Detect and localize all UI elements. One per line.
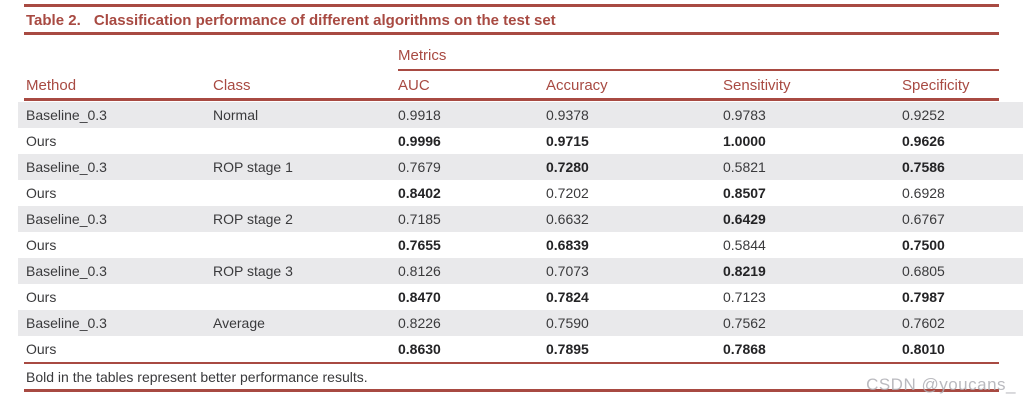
class-cell: Normal [213, 107, 259, 123]
header-underline-rule [24, 98, 999, 101]
accuracy-value-cell: 0.7895 [546, 341, 589, 357]
sensitivity-value-cell: 1.0000 [723, 133, 766, 149]
specificity-value-cell: 0.6928 [902, 185, 945, 201]
column-header-method: Method [26, 77, 77, 94]
auc-value-cell: 0.7185 [398, 211, 441, 227]
method-cell: Baseline_0.3 [26, 211, 107, 227]
class-cell [213, 284, 398, 310]
auc-value-cell: 0.7655 [398, 237, 441, 253]
table-footnote: Bold in the tables represent better perf… [26, 369, 368, 385]
auc-value-cell: 0.8630 [398, 341, 441, 357]
class-cell: ROP stage 3 [213, 263, 293, 279]
metrics-group-header: Metrics [398, 47, 447, 64]
accuracy-value-cell: 0.7073 [546, 263, 589, 279]
table-row: Ours 0.8402 0.7202 0.8507 0.6928 [18, 180, 1023, 206]
specificity-value-cell: 0.9626 [902, 133, 945, 149]
table-title-text: Classification performance of different … [93, 12, 556, 29]
sensitivity-value-cell: 0.8219 [723, 263, 766, 279]
column-header-sensitivity: Sensitivity [723, 77, 791, 94]
sensitivity-value-cell: 0.7562 [723, 315, 766, 331]
auc-value-cell: 0.7679 [398, 159, 441, 175]
auc-value-cell: 0.9918 [398, 107, 441, 123]
sensitivity-value-cell: 0.8507 [723, 185, 766, 201]
class-cell: ROP stage 1 [213, 159, 293, 175]
specificity-value-cell: 0.7987 [902, 289, 945, 305]
sensitivity-value-cell: 0.6429 [723, 211, 766, 227]
auc-value-cell: 0.8470 [398, 289, 441, 305]
method-cell: Baseline_0.3 [26, 263, 107, 279]
sensitivity-value-cell: 0.7868 [723, 341, 766, 357]
table-row: Baseline_0.3 Average 0.8226 0.7590 0.7562 0.7… [18, 310, 1023, 336]
table-row: Baseline_0.3 ROP stage 3 0.8126 0.7073 0.821… [18, 258, 1023, 284]
method-cell: Ours [26, 133, 57, 149]
class-cell [213, 336, 398, 362]
class-cell: ROP stage 2 [213, 211, 293, 227]
accuracy-value-cell: 0.7824 [546, 289, 589, 305]
sensitivity-value-cell: 0.5821 [723, 159, 766, 175]
table-caption: Table 2. Classification performance of d… [26, 11, 556, 31]
column-header-accuracy: Accuracy [546, 77, 608, 94]
table-row: Ours 0.8470 0.7824 0.7123 0.7987 [18, 284, 1023, 310]
method-cell: Baseline_0.3 [26, 315, 107, 331]
specificity-value-cell: 0.7500 [902, 237, 945, 253]
sensitivity-value-cell: 0.9783 [723, 107, 766, 123]
specificity-value-cell: 0.9252 [902, 107, 945, 123]
table-row: Ours 0.8630 0.7895 0.7868 0.8010 [18, 336, 1023, 362]
table-row: Baseline_0.3 Normal 0.9918 0.9378 0.9783 0.92… [18, 102, 1023, 128]
accuracy-value-cell: 0.6839 [546, 237, 589, 253]
method-cell: Ours [26, 185, 57, 201]
auc-value-cell: 0.8402 [398, 185, 441, 201]
specificity-value-cell: 0.6805 [902, 263, 945, 279]
accuracy-value-cell: 0.9715 [546, 133, 589, 149]
table-top-rule [24, 4, 999, 7]
method-cell: Ours [26, 289, 57, 305]
method-cell: Ours [26, 341, 57, 357]
metrics-underline-rule [398, 69, 999, 71]
table-row: Baseline_0.3 ROP stage 2 0.7185 0.6632 0.642… [18, 206, 1023, 232]
column-header-row: Method Class AUC Accuracy Sensitivity Sp… [18, 74, 1023, 98]
class-cell [213, 232, 398, 258]
class-cell [213, 128, 398, 154]
specificity-value-cell: 0.8010 [902, 341, 945, 357]
column-header-specificity: Specificity [902, 77, 970, 94]
footnote-top-rule [24, 362, 999, 364]
column-header-auc: AUC [398, 77, 430, 94]
column-header-class: Class [213, 77, 251, 94]
sensitivity-value-cell: 0.7123 [723, 289, 766, 305]
class-cell: Average [213, 315, 265, 331]
specificity-value-cell: 0.7586 [902, 159, 945, 175]
csdn-watermark: CSDN @youcans_ [866, 375, 1016, 394]
table-row: Ours 0.7655 0.6839 0.5844 0.7500 [18, 232, 1023, 258]
class-cell [213, 180, 398, 206]
caption-underline-rule [24, 32, 999, 35]
method-cell: Ours [26, 237, 57, 253]
accuracy-value-cell: 0.7202 [546, 185, 589, 201]
table-body: Baseline_0.3 Normal 0.9918 0.9378 0.9783 0.92… [18, 102, 1023, 362]
specificity-value-cell: 0.7602 [902, 315, 945, 331]
accuracy-value-cell: 0.9378 [546, 107, 589, 123]
method-cell: Baseline_0.3 [26, 159, 107, 175]
table-bottom-rule [24, 389, 999, 392]
method-cell: Baseline_0.3 [26, 107, 107, 123]
table-row: Baseline_0.3 ROP stage 1 0.7679 0.7280 0.582… [18, 154, 1023, 180]
table-row: Ours 0.9996 0.9715 1.0000 0.9626 [18, 128, 1023, 154]
auc-value-cell: 0.9996 [398, 133, 441, 149]
table-number-label: Table 2. [26, 12, 81, 29]
auc-value-cell: 0.8226 [398, 315, 441, 331]
accuracy-value-cell: 0.7280 [546, 159, 589, 175]
auc-value-cell: 0.8126 [398, 263, 441, 279]
accuracy-value-cell: 0.7590 [546, 315, 589, 331]
sensitivity-value-cell: 0.5844 [723, 237, 766, 253]
specificity-value-cell: 0.6767 [902, 211, 945, 227]
accuracy-value-cell: 0.6632 [546, 211, 589, 227]
